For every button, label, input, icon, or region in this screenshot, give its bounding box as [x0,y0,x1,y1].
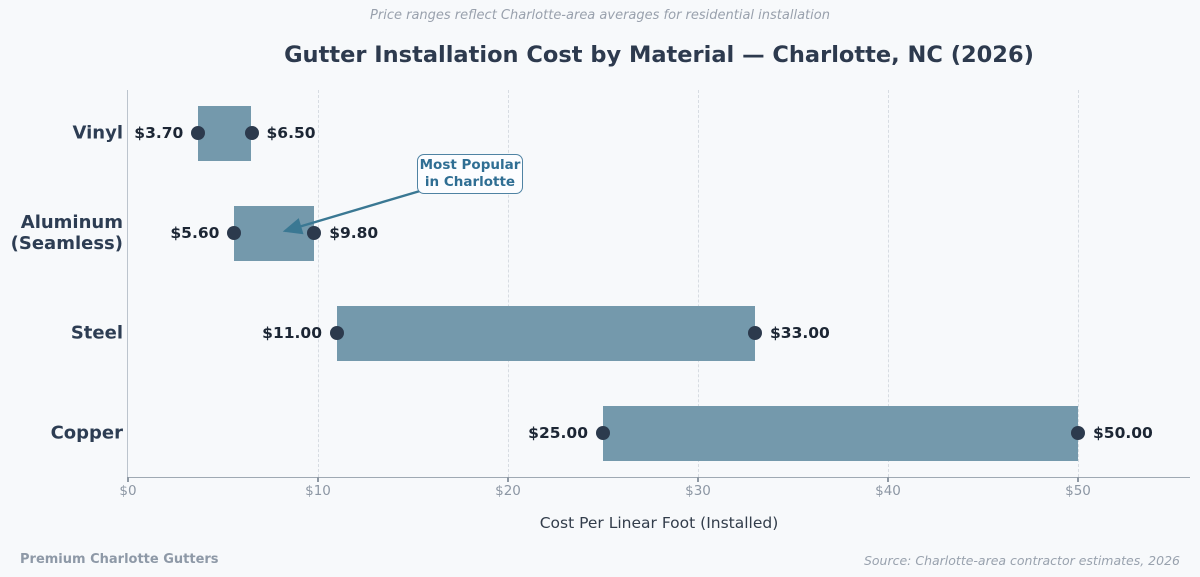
min-dot [227,226,242,240]
axis-tick-label: $20 [495,483,521,499]
range-bar [234,205,315,261]
category-label: Aluminum (Seamless) [0,212,123,254]
max-dot [307,226,322,240]
brand-label: Premium Charlotte Gutters [20,552,219,567]
gridline [1078,90,1079,477]
max-value-label: $9.80 [329,224,379,242]
max-dot [1071,426,1085,440]
category-label: Copper [0,423,123,444]
min-value-label: $11.00 [262,324,322,342]
axis-tick [697,477,699,482]
axis-tick-label: $50 [1065,483,1091,499]
max-value-label: $50.00 [1093,424,1153,442]
min-value-label: $3.70 [134,124,184,142]
category-label-line: (Seamless) [10,233,123,254]
x-axis-title: Cost Per Linear Foot (Installed) [539,514,779,532]
min-value-label: $25.00 [528,424,588,442]
axis-tick [507,477,509,482]
category-label-line: Steel [70,322,123,344]
category-label: Vinyl [0,123,123,144]
axis-tick [1077,477,1079,482]
category-label-line: Vinyl [72,122,123,144]
max-value-label: $6.50 [266,124,316,142]
axis-tick-label: $30 [685,483,711,499]
max-dot [244,126,259,140]
axis-tick-label: $10 [305,483,331,499]
category-label: Steel [0,323,123,344]
source-label: Source: Charlotte-area contractor estima… [863,553,1180,568]
annotation-line-2: in Charlotte [424,174,516,190]
axis-tick-label: $40 [875,483,901,499]
min-dot [596,426,610,440]
max-dot [748,326,762,340]
axis-tick [317,477,319,482]
chart-title: Gutter Installation Cost by Material — C… [284,42,1034,68]
min-dot [191,126,206,140]
gridline [888,90,889,477]
range-bar [198,105,252,161]
annotation-box: Most Popular in Charlotte [417,154,523,194]
category-label-line: Aluminum [20,212,123,233]
range-bar [603,405,1078,461]
annotation-line-1: Most Popular [419,157,521,173]
gridline [698,90,699,477]
max-value-label: $33.00 [770,324,830,342]
axis-tick-label: $0 [119,483,137,499]
min-dot [330,326,344,340]
axis-tick [887,477,889,482]
category-label-line: Copper [50,422,123,444]
axis-tick [127,477,129,482]
x-axis-line [128,476,1190,478]
range-bar [337,305,755,361]
chart-subtitle: Price ranges reflect Charlotte-area aver… [370,8,830,23]
min-value-label: $5.60 [170,224,220,242]
gridline [318,90,319,477]
y-axis-line [127,90,128,477]
gridline [508,90,509,477]
